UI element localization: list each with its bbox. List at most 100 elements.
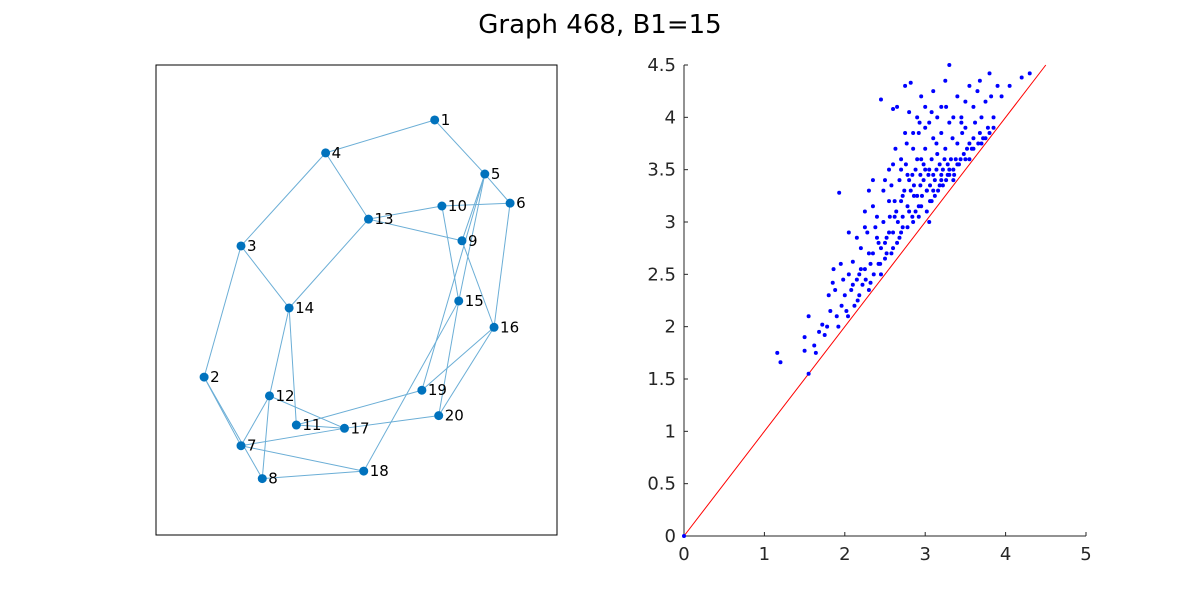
scatter-point [924, 188, 929, 193]
graph-node-label-20: 20 [445, 407, 464, 425]
scatter-point [883, 256, 887, 261]
scatter-point [775, 350, 780, 355]
scatter-point [1019, 75, 1024, 80]
scatter-point [866, 288, 871, 293]
graph-edge-7-12 [240, 395, 270, 446]
x-tick-label: 3 [919, 544, 930, 565]
graph-node-label-3: 3 [247, 237, 257, 255]
y-tick-label: 2 [665, 317, 676, 338]
scatter-point [919, 193, 924, 198]
graph-node-label-7: 7 [247, 437, 257, 455]
scatter-point [863, 277, 868, 282]
scatter-point [891, 246, 896, 251]
scatter-point [936, 188, 941, 193]
graph-edge-5-19 [421, 173, 486, 391]
graph-edge-16-20 [438, 326, 495, 416]
scatter-point [899, 199, 904, 204]
scatter-point [955, 141, 960, 146]
scatter-point [857, 293, 862, 298]
scatter-point [923, 146, 928, 151]
scatter-point [937, 183, 942, 188]
scatter-point [991, 115, 996, 120]
scatter-point [979, 141, 984, 146]
scatter-point [891, 162, 896, 167]
scatter-point [908, 188, 913, 193]
scatter-point [971, 146, 976, 151]
graph-edge-7-18 [240, 445, 364, 472]
graph-node-label-9: 9 [468, 232, 478, 250]
scatter-point [826, 293, 831, 298]
graph-node-12 [264, 391, 274, 401]
scatter-points [682, 63, 1032, 538]
scatter-point [942, 157, 947, 162]
y-ticks: 0 0.5 1 1.5 2 2.5 3 3.5 4 4.5 [647, 55, 688, 547]
scatter-point [931, 188, 936, 193]
scatter-point [887, 167, 892, 172]
graph-node-label-4: 4 [332, 144, 342, 162]
scatter-point [907, 209, 912, 214]
graph-edge-16-19 [421, 326, 495, 391]
scatter-point [983, 136, 988, 141]
y-tick-label: 4 [665, 107, 676, 128]
scatter-point [862, 267, 867, 272]
graph-edge-5-6 [484, 173, 511, 204]
y-tick-label: 1 [665, 421, 676, 442]
graph-node-label-15: 15 [465, 292, 484, 310]
scatter-point [943, 146, 948, 151]
scatter-point [929, 157, 934, 162]
scatter-point [889, 251, 894, 256]
scatter-point [916, 131, 921, 136]
scatter-point [967, 157, 972, 162]
graph-edge-2-8 [203, 376, 263, 479]
scatter-point [878, 246, 883, 251]
scatter-point [841, 277, 846, 282]
graph-edge-3-2 [203, 245, 242, 378]
graph-edge-9-5 [461, 173, 486, 241]
graph-edge-1-5 [434, 119, 486, 175]
graph-edge-15-18 [363, 300, 460, 472]
scatter-point [881, 220, 886, 224]
scatter-point [1007, 83, 1012, 88]
scatter-point [934, 167, 939, 172]
scatter-point [923, 125, 928, 130]
graph-node-label-17: 17 [350, 419, 369, 437]
scatter-point [878, 261, 883, 266]
scatter-point [963, 99, 968, 104]
scatter-point [951, 178, 956, 183]
scatter-point [894, 209, 899, 214]
graph-node-11 [291, 420, 301, 430]
scatter-point [899, 157, 904, 162]
scatter-point [935, 151, 940, 156]
scatter-point [928, 199, 933, 204]
scatter-point [934, 141, 939, 146]
scatter-point [979, 115, 984, 120]
scatter-point [987, 131, 992, 136]
scatter-point [883, 178, 887, 183]
scatter-point [839, 303, 844, 308]
graph-node-label-10: 10 [448, 197, 467, 215]
scatter-point [951, 167, 956, 172]
scatter-point [850, 282, 855, 287]
y-tick-label: 3 [665, 212, 676, 233]
scatter-point [911, 183, 916, 188]
graph-edge-10-15 [441, 205, 460, 302]
scatter-point [850, 259, 855, 264]
scatter-point [995, 83, 1000, 88]
scatter-point [932, 193, 937, 198]
scatter-point [983, 99, 988, 104]
y-tick-label: 0.5 [647, 474, 676, 495]
scatter-point [987, 71, 992, 76]
graph-node-label-11: 11 [302, 416, 321, 434]
scatter-point [915, 157, 920, 162]
scatter-point [947, 120, 952, 125]
graph-node-15 [454, 296, 464, 306]
scatter-point [831, 267, 836, 272]
scatter-point [924, 209, 929, 214]
scatter-point [939, 104, 944, 109]
graph-edge-11-19 [296, 389, 422, 426]
scatter-point [900, 214, 905, 219]
scatter-point [943, 78, 948, 83]
graph-node-14 [284, 303, 294, 313]
scatter-point [834, 314, 839, 319]
